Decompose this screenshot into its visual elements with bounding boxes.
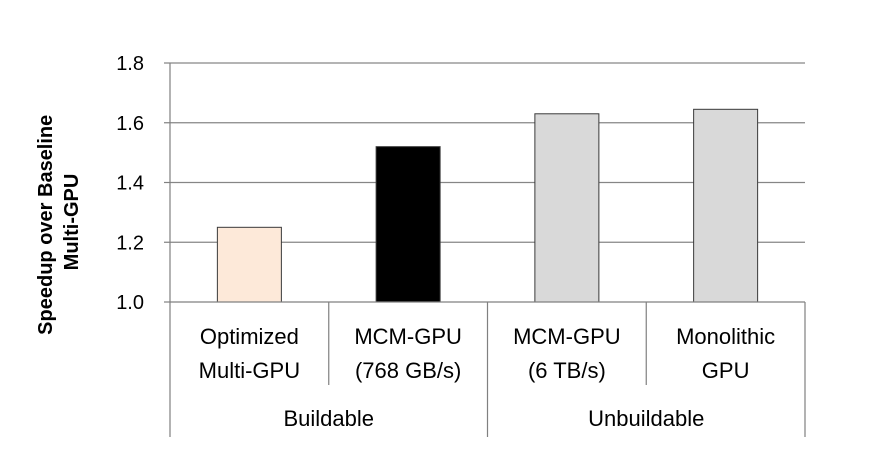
category-label-line: GPU [702, 358, 750, 383]
y-axis-label-line-2: Multi-GPU [61, 174, 83, 271]
category-label-line: (6 TB/s) [528, 358, 606, 383]
category-label-line: Multi-GPU [199, 358, 300, 383]
category-label-line: Monolithic [676, 324, 775, 349]
y-tick-labels: 1.0 1.2 1.4 1.6 1.8 [116, 53, 144, 314]
category-label: Optimized Multi-GPU [199, 324, 300, 383]
bar [375, 146, 441, 303]
y-tick-label: 1.8 [116, 53, 144, 75]
y-axis-label-line-1: Speedup over Baseline [35, 115, 57, 335]
category-label-line: MCM-GPU [513, 324, 621, 349]
bar [534, 113, 600, 303]
y-tick-label: 1.0 [116, 292, 144, 314]
axes [164, 62, 806, 437]
group-labels: Buildable Unbuildable [283, 406, 704, 431]
category-label: Monolithic GPU [676, 324, 775, 383]
y-tick-label: 1.2 [116, 232, 144, 254]
category-label-line: Optimized [200, 324, 299, 349]
y-axis-label: Speedup over Baseline Multi-GPU [35, 109, 83, 335]
bars [216, 108, 759, 303]
category-label-line: MCM-GPU [354, 324, 462, 349]
group-label: Unbuildable [588, 406, 704, 431]
category-label: MCM-GPU (768 GB/s) [354, 324, 462, 383]
bar [693, 108, 759, 303]
category-label: MCM-GPU (6 TB/s) [513, 324, 621, 383]
y-tick-label: 1.6 [116, 113, 144, 135]
y-tick-label: 1.4 [116, 173, 144, 195]
group-label: Buildable [283, 406, 374, 431]
bar [216, 226, 282, 303]
category-label-line: (768 GB/s) [355, 358, 461, 383]
